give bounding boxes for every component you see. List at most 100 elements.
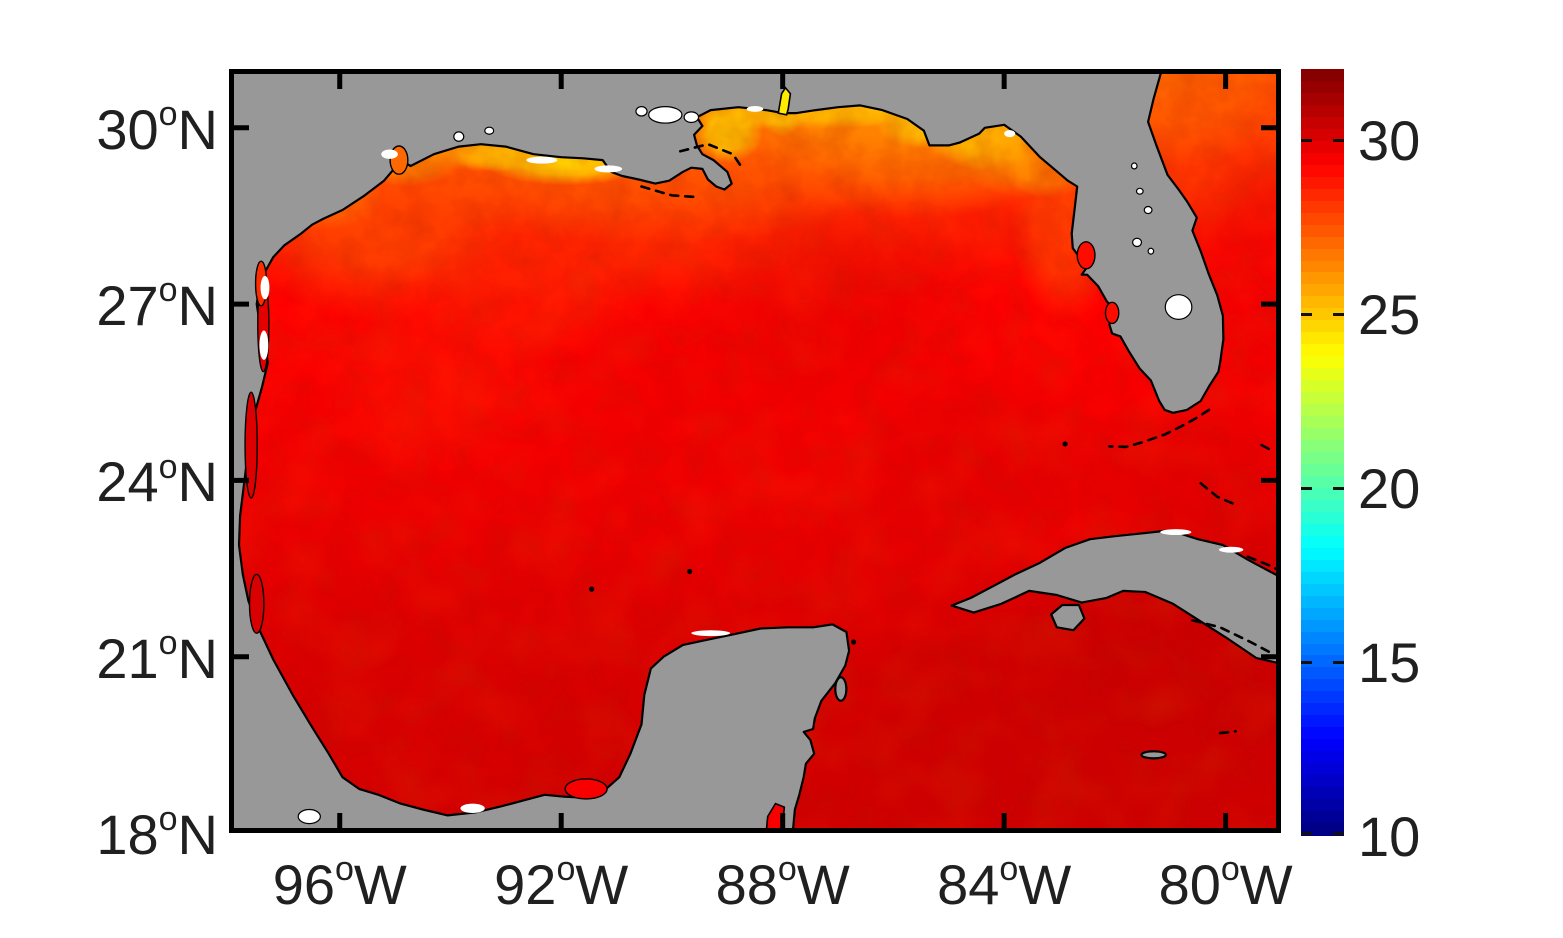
colorbar-band (1301, 248, 1344, 262)
lake (683, 111, 700, 124)
dashed-bimini-bank-edge (1260, 443, 1274, 453)
y-tick-label: 27oN (96, 271, 218, 338)
dashed-jardines-de-la-reina (1191, 619, 1274, 656)
colorbar-band (1301, 775, 1344, 788)
colorbar-band (1301, 320, 1344, 333)
colorbar-band (1301, 763, 1344, 776)
bay-laguna-madre-mx (244, 391, 258, 499)
white-fringe (1160, 529, 1192, 536)
colorbar-band (1301, 535, 1344, 549)
colorbar-band (1301, 547, 1344, 561)
bay-laguna-terminos (564, 778, 608, 800)
colorbar-tick (1333, 832, 1344, 835)
bay-tampa-bay (1076, 241, 1096, 270)
colorbar-tick (1301, 486, 1312, 490)
lake (1164, 294, 1193, 320)
degree-superscript: o (777, 850, 797, 889)
dashed-florida-keys (1108, 408, 1211, 449)
colorbar-tick (1333, 660, 1344, 664)
white-fringe (594, 165, 623, 173)
colorbar-band (1301, 116, 1344, 130)
colorbar-band (1301, 380, 1344, 393)
x-tick-label: 80oW (1158, 850, 1293, 916)
colorbar-band (1301, 416, 1344, 429)
degree-superscript: o (334, 850, 354, 889)
colorbar-band (1301, 236, 1344, 250)
colorbar-band (1301, 332, 1344, 345)
lake (1132, 237, 1143, 248)
colorbar-band (1301, 308, 1344, 321)
y-tick-label: 21oN (96, 624, 218, 690)
colorbar-tick-label: 15 (1358, 630, 1421, 694)
land-isla-juventud (1050, 603, 1086, 632)
colorbar-band (1301, 727, 1344, 740)
lake (635, 106, 648, 117)
y-tick-label: 18oN (96, 800, 218, 866)
white-fringe (1218, 546, 1244, 553)
colorbar-band (1301, 164, 1344, 178)
colorbar (1301, 69, 1344, 836)
island-grand-cayman (1140, 750, 1167, 760)
colorbar-band (1301, 463, 1344, 477)
bay-laguna-tamiahua (248, 573, 265, 634)
colorbar-tick (1333, 486, 1344, 490)
degree-superscript: o (158, 624, 178, 663)
lake (1135, 187, 1144, 195)
colorbar-band (1301, 200, 1344, 214)
colorbar-band (1301, 80, 1344, 94)
colorbar-band (1301, 559, 1344, 573)
dashed-little-cayman-brac (1218, 730, 1237, 735)
colorbar-band (1301, 523, 1344, 537)
white-fringe (1004, 130, 1016, 138)
colorbar-band (1301, 392, 1344, 405)
colorbar-band (1301, 452, 1344, 465)
colorbar-band (1301, 607, 1344, 621)
colorbar-band (1301, 140, 1344, 154)
white-fringe (260, 275, 270, 300)
colorbar-band (1301, 69, 1344, 82)
colorbar-tick (1301, 312, 1312, 316)
colorbar-tick-label: 10 (1358, 805, 1421, 868)
colorbar-tick (1333, 138, 1344, 142)
colorbar-tick-label: 30 (1358, 108, 1421, 172)
colorbar-band (1301, 655, 1344, 669)
colorbar-tick-label: 20 (1358, 456, 1421, 520)
lake (484, 126, 495, 135)
bay-charlotte-harbor (1104, 301, 1120, 325)
colorbar-tick (1301, 138, 1312, 142)
colorbar-band (1301, 643, 1344, 657)
colorbar-band (1301, 224, 1344, 238)
x-tick-label: 84oW (937, 850, 1072, 916)
lake (1130, 162, 1138, 170)
gulf-of-mexico-map (229, 69, 1281, 833)
white-fringe (460, 803, 485, 814)
land-cuba (950, 529, 1281, 665)
degree-superscript: o (158, 447, 178, 486)
colorbar-band (1301, 404, 1344, 417)
bay-mobile-bay (777, 86, 792, 116)
degree-superscript: o (158, 800, 178, 839)
island-cozumel (834, 676, 848, 702)
colorbar-band (1301, 475, 1344, 489)
colorbar-tick (1301, 660, 1312, 664)
colorbar-band (1301, 631, 1344, 645)
colorbar-band (1301, 511, 1344, 525)
colorbar-band (1301, 284, 1344, 297)
white-fringe (746, 106, 764, 112)
x-tick-label: 96oW (272, 850, 407, 916)
colorbar-band (1301, 499, 1344, 513)
degree-superscript: o (158, 95, 178, 134)
colorbar-band (1301, 296, 1344, 309)
x-tick-label: 88oW (715, 850, 850, 916)
lake (1143, 205, 1153, 215)
dashed-cay-sal-bank (1199, 482, 1236, 506)
colorbar-band (1301, 152, 1344, 166)
colorbar-tick (1333, 312, 1344, 316)
colorbar-band (1301, 811, 1344, 824)
colorbar-band (1301, 619, 1344, 633)
islet-dot (850, 639, 857, 645)
plot-frame (229, 69, 1281, 833)
degree-superscript: o (999, 850, 1019, 889)
lake (297, 808, 321, 825)
